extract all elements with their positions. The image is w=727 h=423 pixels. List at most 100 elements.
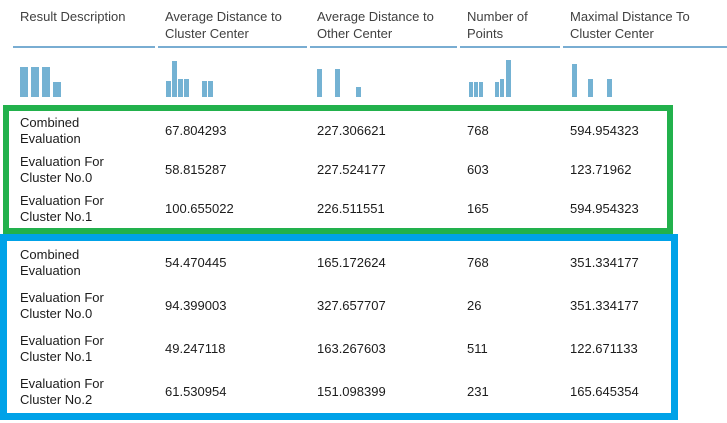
cell-value: 163.267603 bbox=[317, 341, 386, 356]
cell-value: 351.334177 bbox=[570, 298, 639, 313]
table-row: Evaluation For Cluster No.0 58.815287 227.… bbox=[9, 150, 667, 189]
histogram-result-description[interactable] bbox=[13, 48, 158, 101]
histogram-bar bbox=[166, 81, 171, 97]
histogram-bar bbox=[572, 64, 577, 97]
max-distance-to-cluster-center-cell: 594.954323 bbox=[570, 111, 667, 150]
cell-value: 49.247118 bbox=[165, 341, 226, 356]
number-of-points-cell: 768 bbox=[467, 111, 570, 150]
cell-value: 227.524177 bbox=[317, 162, 386, 177]
histogram-bar bbox=[500, 79, 504, 97]
histogram-bar bbox=[202, 81, 207, 97]
histogram-bar bbox=[607, 79, 612, 97]
column-header-result-description[interactable]: Result Description bbox=[13, 6, 155, 48]
column-header-average-distance-to-other-center[interactable]: Average Distance to Other Center bbox=[310, 6, 457, 48]
column-header-maximal-distance-to-cluster-center[interactable]: Maximal Distance To Cluster Center bbox=[563, 6, 727, 48]
table-row: Combined Evaluation 67.804293 227.306621 76… bbox=[9, 111, 667, 150]
cell-value: 123.71962 bbox=[570, 162, 632, 177]
column-header-number-of-points[interactable]: Number of Points bbox=[460, 6, 560, 48]
cell-value: Combined Evaluation bbox=[20, 114, 81, 146]
column-header-average-distance-to-cluster-center[interactable]: Average Distance to Cluster Center bbox=[158, 6, 307, 48]
histogram-bar bbox=[317, 69, 322, 97]
histogram-bar bbox=[474, 82, 478, 97]
cell-value: 511 bbox=[467, 341, 488, 356]
cell-value: 594.954323 bbox=[570, 201, 639, 216]
histogram-bar bbox=[506, 60, 511, 97]
avg-distance-to-cluster-center-cell: 54.470445 bbox=[165, 241, 317, 284]
sparkline-row bbox=[0, 48, 727, 101]
histogram-maximal-distance-to-cluster-center[interactable] bbox=[563, 48, 727, 101]
avg-distance-to-cluster-center-cell: 61.530954 bbox=[165, 370, 317, 413]
cell-value: 151.098399 bbox=[317, 384, 386, 399]
histogram-average-distance-to-other-center[interactable] bbox=[310, 48, 460, 101]
column-header-label: Number of Points bbox=[467, 9, 528, 41]
histogram-bar bbox=[469, 82, 473, 97]
table-row: Evaluation For Cluster No.1 100.655022 226… bbox=[9, 189, 667, 228]
cell-value: 226.511551 bbox=[317, 201, 385, 216]
avg-distance-to-cluster-center-cell: 58.815287 bbox=[165, 150, 317, 189]
number-of-points-cell: 231 bbox=[467, 370, 570, 413]
cell-value: Evaluation For Cluster No.0 bbox=[20, 153, 104, 185]
result-description-cell: Evaluation For Cluster No.0 bbox=[20, 150, 165, 189]
cell-value: Evaluation For Cluster No.0 bbox=[20, 289, 104, 321]
column-header-label: Result Description bbox=[20, 9, 126, 24]
cell-value: 165.172624 bbox=[317, 255, 386, 270]
avg-distance-to-other-center-cell: 226.511551 bbox=[317, 189, 467, 228]
histogram-bar bbox=[184, 79, 189, 97]
histogram-bar bbox=[335, 69, 340, 97]
avg-distance-to-other-center-cell: 163.267603 bbox=[317, 327, 467, 370]
max-distance-to-cluster-center-cell: 351.334177 bbox=[570, 241, 671, 284]
max-distance-to-cluster-center-cell: 122.671133 bbox=[570, 327, 671, 370]
histogram-average-distance-to-cluster-center[interactable] bbox=[158, 48, 310, 101]
histogram-bar bbox=[588, 79, 593, 97]
avg-distance-to-cluster-center-cell: 67.804293 bbox=[165, 111, 317, 150]
histogram-bar bbox=[495, 82, 499, 97]
avg-distance-to-cluster-center-cell: 49.247118 bbox=[165, 327, 317, 370]
result-description-cell: Combined Evaluation bbox=[20, 111, 165, 150]
avg-distance-to-other-center-cell: 151.098399 bbox=[317, 370, 467, 413]
column-header-label: Average Distance to Cluster Center bbox=[165, 9, 282, 41]
column-header-label: Maximal Distance To Cluster Center bbox=[570, 9, 690, 41]
histogram-bar bbox=[178, 79, 183, 97]
table-row: Combined Evaluation 54.470445 165.172624 76… bbox=[7, 241, 671, 284]
evaluation-group-green: Combined Evaluation 67.804293 227.306621 76… bbox=[3, 105, 673, 234]
number-of-points-cell: 511 bbox=[467, 327, 570, 370]
histogram-bar bbox=[42, 67, 50, 97]
cell-value: 94.399003 bbox=[165, 298, 227, 313]
result-description-cell: Evaluation For Cluster No.1 bbox=[20, 189, 165, 228]
result-description-cell: Evaluation For Cluster No.0 bbox=[20, 284, 165, 327]
histogram-bar bbox=[172, 61, 177, 97]
result-description-cell: Combined Evaluation bbox=[20, 241, 165, 284]
max-distance-to-cluster-center-cell: 351.334177 bbox=[570, 284, 671, 327]
cell-value: 165 bbox=[467, 201, 489, 216]
cell-value: 351.334177 bbox=[570, 255, 639, 270]
histogram-bar bbox=[53, 82, 61, 97]
avg-distance-to-other-center-cell: 227.524177 bbox=[317, 150, 467, 189]
cell-value: Combined Evaluation bbox=[20, 246, 81, 278]
table-row: Evaluation For Cluster No.2 61.530954 151.… bbox=[7, 370, 671, 413]
histogram-bar bbox=[479, 82, 483, 97]
column-header-label: Average Distance to Other Center bbox=[317, 9, 434, 41]
cell-value: Evaluation For Cluster No.2 bbox=[20, 375, 104, 407]
cell-value: 54.470445 bbox=[165, 255, 227, 270]
number-of-points-cell: 26 bbox=[467, 284, 570, 327]
avg-distance-to-cluster-center-cell: 100.655022 bbox=[165, 189, 317, 228]
cell-value: Evaluation For Cluster No.1 bbox=[20, 192, 104, 224]
histogram-number-of-points[interactable] bbox=[460, 48, 563, 101]
cell-value: 603 bbox=[467, 162, 489, 177]
avg-distance-to-other-center-cell: 165.172624 bbox=[317, 241, 467, 284]
cell-value: 231 bbox=[467, 384, 489, 399]
avg-distance-to-other-center-cell: 227.306621 bbox=[317, 111, 467, 150]
evaluation-group-blue: Combined Evaluation 54.470445 165.172624 76… bbox=[0, 234, 678, 420]
cell-value: 768 bbox=[467, 255, 489, 270]
cell-value: 58.815287 bbox=[165, 162, 227, 177]
result-description-cell: Evaluation For Cluster No.2 bbox=[20, 370, 165, 413]
cell-value: 327.657707 bbox=[317, 298, 386, 313]
avg-distance-to-cluster-center-cell: 94.399003 bbox=[165, 284, 317, 327]
cell-value: 67.804293 bbox=[165, 123, 227, 138]
max-distance-to-cluster-center-cell: 165.645354 bbox=[570, 370, 671, 413]
histogram-bar bbox=[31, 67, 39, 97]
cell-value: 227.306621 bbox=[317, 123, 386, 138]
cell-value: 26 bbox=[467, 298, 482, 313]
max-distance-to-cluster-center-cell: 123.71962 bbox=[570, 150, 667, 189]
